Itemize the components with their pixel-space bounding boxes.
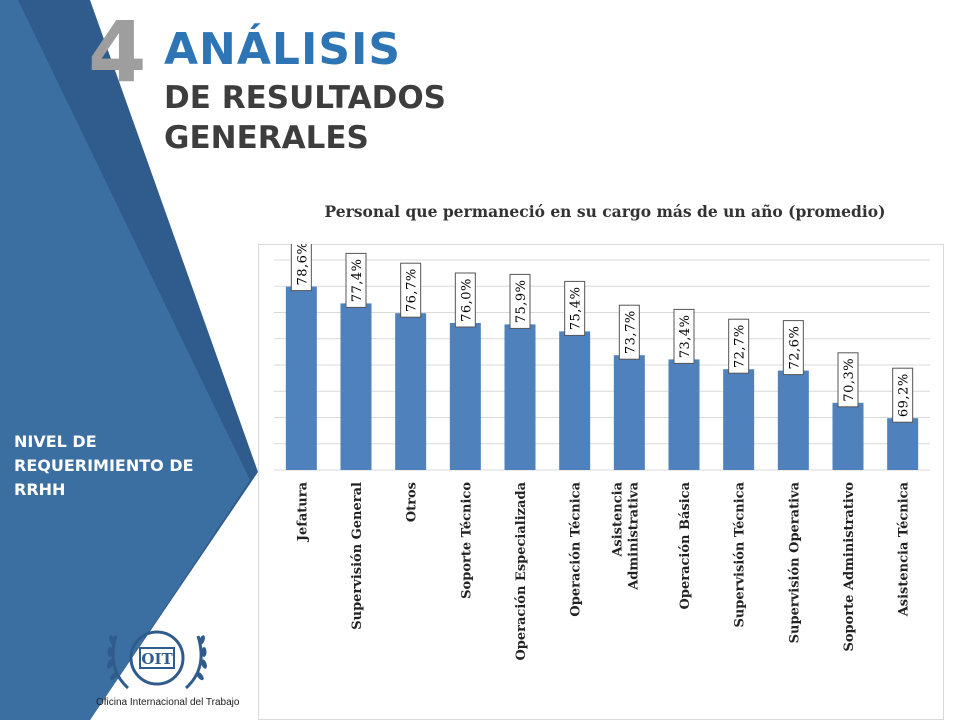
data-label: 76,7% xyxy=(400,262,422,318)
bar xyxy=(449,323,481,470)
sidebar-panel-highlight xyxy=(0,0,250,720)
bar xyxy=(285,286,317,470)
section-number: 4 xyxy=(88,3,147,101)
data-label: 69,2% xyxy=(892,367,914,423)
chart-title: Personal que permaneció en su cargo más … xyxy=(324,202,886,221)
bar xyxy=(395,313,427,470)
data-label: 72,7% xyxy=(728,318,750,374)
svg-text:76,7%: 76,7% xyxy=(405,268,420,312)
svg-text:69,2%: 69,2% xyxy=(897,373,912,417)
svg-text:72,7%: 72,7% xyxy=(733,324,748,368)
svg-text:75,9%: 75,9% xyxy=(514,279,529,323)
svg-text:73,4%: 73,4% xyxy=(678,314,693,358)
bar xyxy=(559,331,591,470)
tick-label: Soporte Técnico xyxy=(459,482,474,599)
svg-text:75,4%: 75,4% xyxy=(569,286,584,330)
tick-label: Supervisión General xyxy=(350,482,365,630)
svg-text:73,7%: 73,7% xyxy=(623,310,638,354)
data-label: 75,4% xyxy=(564,280,586,336)
svg-text:70,3%: 70,3% xyxy=(842,358,857,402)
page-subtitle-line1: DE RESULTADOS xyxy=(164,80,447,116)
svg-text:77,4%: 77,4% xyxy=(350,258,365,302)
bar xyxy=(723,369,755,470)
chart-frame xyxy=(258,244,944,720)
logo-letters: OIT xyxy=(141,650,173,668)
tick-label: Operación Especializada xyxy=(514,481,529,660)
data-label: 73,7% xyxy=(618,304,640,360)
tick-label: Operación Técnica xyxy=(569,481,584,616)
svg-text:78,6%: 78,6% xyxy=(295,244,310,286)
bar xyxy=(777,370,809,470)
tick-label: AsistenciaAdministrativa xyxy=(610,481,641,590)
tick-label: Asistencia Técnica xyxy=(897,481,912,617)
tick-label: Jefatura xyxy=(295,481,310,542)
bar xyxy=(340,303,372,470)
data-label: 70,3% xyxy=(837,352,859,408)
data-label: 76,0% xyxy=(454,272,476,328)
bar-chart: 78,6% Jefatura 77,4% Supervisión General 76,… xyxy=(258,244,944,720)
data-label: 78,6% xyxy=(290,244,312,292)
bar xyxy=(613,355,645,470)
page-subtitle-line2: GENERALES xyxy=(164,120,369,156)
page-title: ANÁLISIS xyxy=(164,24,402,75)
data-label: 73,4% xyxy=(673,308,695,364)
bar xyxy=(504,324,536,470)
data-label: 77,4% xyxy=(345,252,367,308)
data-label: 75,9% xyxy=(509,273,531,329)
sidebar-label: NIVEL DE REQUERIMIENTO DE RRHH xyxy=(14,432,194,499)
tick-label: Supervisión Operativa xyxy=(787,481,802,643)
oit-logo: OIT xyxy=(107,630,207,690)
tick-label: Soporte Administrativo xyxy=(842,482,857,652)
tick-label: Operación Básica xyxy=(678,481,693,609)
tick-label: Otros xyxy=(405,482,420,522)
tick-label: Supervisión Técnica xyxy=(733,481,748,627)
svg-text:72,6%: 72,6% xyxy=(787,326,802,370)
logo-caption: Oficina Internacional del Trabajo xyxy=(96,697,240,708)
data-label: 72,6% xyxy=(782,320,804,376)
bar xyxy=(887,418,919,470)
svg-text:76,0%: 76,0% xyxy=(459,278,474,322)
bar xyxy=(832,402,864,470)
bar xyxy=(668,359,700,470)
